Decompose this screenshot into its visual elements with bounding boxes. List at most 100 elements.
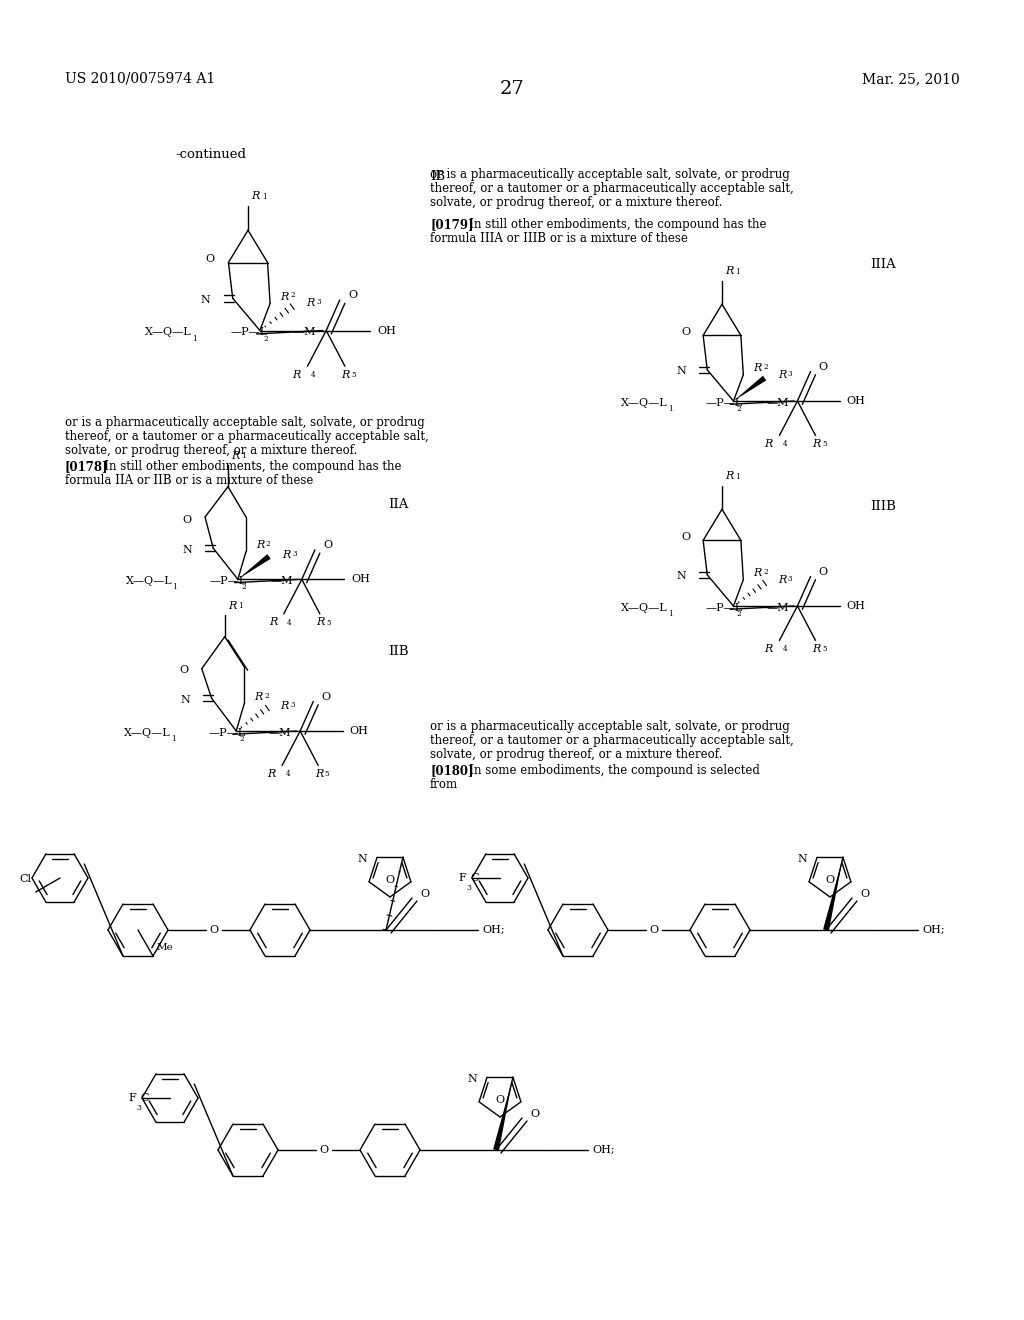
Text: 5: 5 [351, 371, 356, 379]
Text: R: R [778, 574, 786, 585]
Text: R: R [725, 267, 733, 276]
Text: O: O [319, 1144, 329, 1155]
Polygon shape [494, 1077, 513, 1151]
Text: N: N [182, 545, 191, 554]
Text: R: R [306, 298, 314, 309]
Text: 1: 1 [668, 610, 673, 618]
Text: C: C [140, 1093, 148, 1104]
Text: O: O [649, 925, 658, 935]
Text: 3: 3 [466, 884, 471, 892]
Polygon shape [823, 857, 843, 931]
Polygon shape [238, 554, 270, 579]
Text: In still other embodiments, the compound has the: In still other embodiments, the compound… [93, 459, 401, 473]
Text: OH: OH [377, 326, 396, 335]
Text: —P—L: —P—L [706, 397, 742, 408]
Text: O: O [420, 888, 429, 899]
Text: In some embodiments, the compound is selected: In some embodiments, the compound is sel… [458, 764, 760, 777]
Text: N: N [798, 854, 807, 865]
Text: formula IIA or IIB or is a mixture of these: formula IIA or IIB or is a mixture of th… [65, 474, 313, 487]
Text: 2: 2 [263, 335, 268, 343]
Text: X—Q—L: X—Q—L [124, 727, 171, 738]
Text: X—Q—L: X—Q—L [622, 603, 668, 612]
Text: 3: 3 [787, 370, 793, 378]
Text: -continued: -continued [175, 148, 246, 161]
Text: from: from [430, 777, 458, 791]
Text: —M: —M [766, 603, 788, 612]
Text: IIB: IIB [388, 645, 409, 657]
Text: solvate, or prodrug thereof, or a mixture thereof.: solvate, or prodrug thereof, or a mixtur… [430, 748, 722, 762]
Text: O: O [206, 253, 215, 264]
Text: 2: 2 [736, 405, 741, 413]
Text: thereof, or a tautomer or a pharmaceutically acceptable salt,: thereof, or a tautomer or a pharmaceutic… [430, 182, 794, 195]
Text: [0179]: [0179] [430, 218, 473, 231]
Text: 2: 2 [736, 610, 741, 618]
Text: —P—L: —P—L [210, 576, 247, 586]
Text: O: O [348, 290, 357, 300]
Text: 5: 5 [822, 441, 826, 449]
Text: —M: —M [766, 397, 788, 408]
Text: R: R [256, 540, 264, 550]
Text: OH: OH [349, 726, 369, 737]
Polygon shape [733, 376, 766, 401]
Text: R: R [281, 701, 289, 711]
Text: R: R [252, 191, 260, 201]
Text: O: O [385, 875, 394, 884]
Text: —P—L: —P—L [706, 603, 742, 612]
Text: R: R [231, 450, 240, 461]
Text: R: R [316, 616, 325, 627]
Text: N: N [180, 694, 190, 705]
Text: 3: 3 [316, 298, 321, 306]
Text: O: O [530, 1109, 539, 1119]
Text: —M: —M [269, 727, 292, 738]
Text: —P—L: —P—L [208, 727, 246, 738]
Text: 1: 1 [238, 602, 243, 610]
Text: O: O [681, 327, 690, 337]
Text: —P—L: —P—L [231, 327, 268, 337]
Text: Mar. 25, 2010: Mar. 25, 2010 [862, 73, 961, 86]
Text: Me: Me [157, 942, 174, 952]
Text: R: R [812, 438, 820, 449]
Text: O: O [210, 925, 218, 935]
Text: OH;: OH; [922, 925, 944, 935]
Text: 4: 4 [311, 371, 315, 379]
Text: 4: 4 [287, 619, 292, 627]
Text: In still other embodiments, the compound has the: In still other embodiments, the compound… [458, 218, 767, 231]
Text: IIIA: IIIA [870, 257, 896, 271]
Text: 2: 2 [291, 292, 295, 300]
Text: formula IIIA or IIIB or is a mixture of these: formula IIIA or IIIB or is a mixture of … [430, 232, 688, 246]
Text: 2: 2 [241, 583, 246, 591]
Text: 2: 2 [763, 363, 768, 371]
Text: or is a pharmaceutically acceptable salt, solvate, or prodrug: or is a pharmaceutically acceptable salt… [65, 416, 425, 429]
Text: solvate, or prodrug thereof, or a mixture thereof.: solvate, or prodrug thereof, or a mixtur… [430, 195, 722, 209]
Text: O: O [819, 566, 827, 577]
Text: OH;: OH; [482, 925, 505, 935]
Text: 5: 5 [327, 619, 331, 627]
Text: R: R [778, 370, 786, 380]
Text: R: R [267, 768, 275, 779]
Text: 5: 5 [822, 645, 826, 653]
Text: O: O [825, 875, 835, 884]
Text: OH;: OH; [592, 1144, 614, 1155]
Text: R: R [292, 370, 301, 380]
Text: IIIB: IIIB [870, 500, 896, 513]
Text: N: N [201, 294, 211, 305]
Text: OH: OH [847, 601, 865, 611]
Text: R: R [765, 438, 773, 449]
Text: N: N [357, 854, 367, 865]
Text: US 2010/0075974 A1: US 2010/0075974 A1 [65, 73, 215, 86]
Text: 4: 4 [286, 771, 290, 779]
Text: 5: 5 [325, 771, 330, 779]
Text: O: O [183, 515, 191, 525]
Text: 4: 4 [782, 441, 787, 449]
Text: [0178]: [0178] [65, 459, 109, 473]
Text: R: R [283, 549, 291, 560]
Text: 3: 3 [292, 550, 297, 558]
Text: 2: 2 [240, 735, 244, 743]
Text: R: R [754, 568, 762, 578]
Text: 3: 3 [136, 1104, 141, 1111]
Text: 1: 1 [668, 405, 673, 413]
Text: R: R [341, 370, 350, 380]
Text: OH: OH [847, 396, 865, 407]
Text: R: R [228, 601, 237, 611]
Text: solvate, or prodrug thereof, or a mixture thereof.: solvate, or prodrug thereof, or a mixtur… [65, 444, 357, 457]
